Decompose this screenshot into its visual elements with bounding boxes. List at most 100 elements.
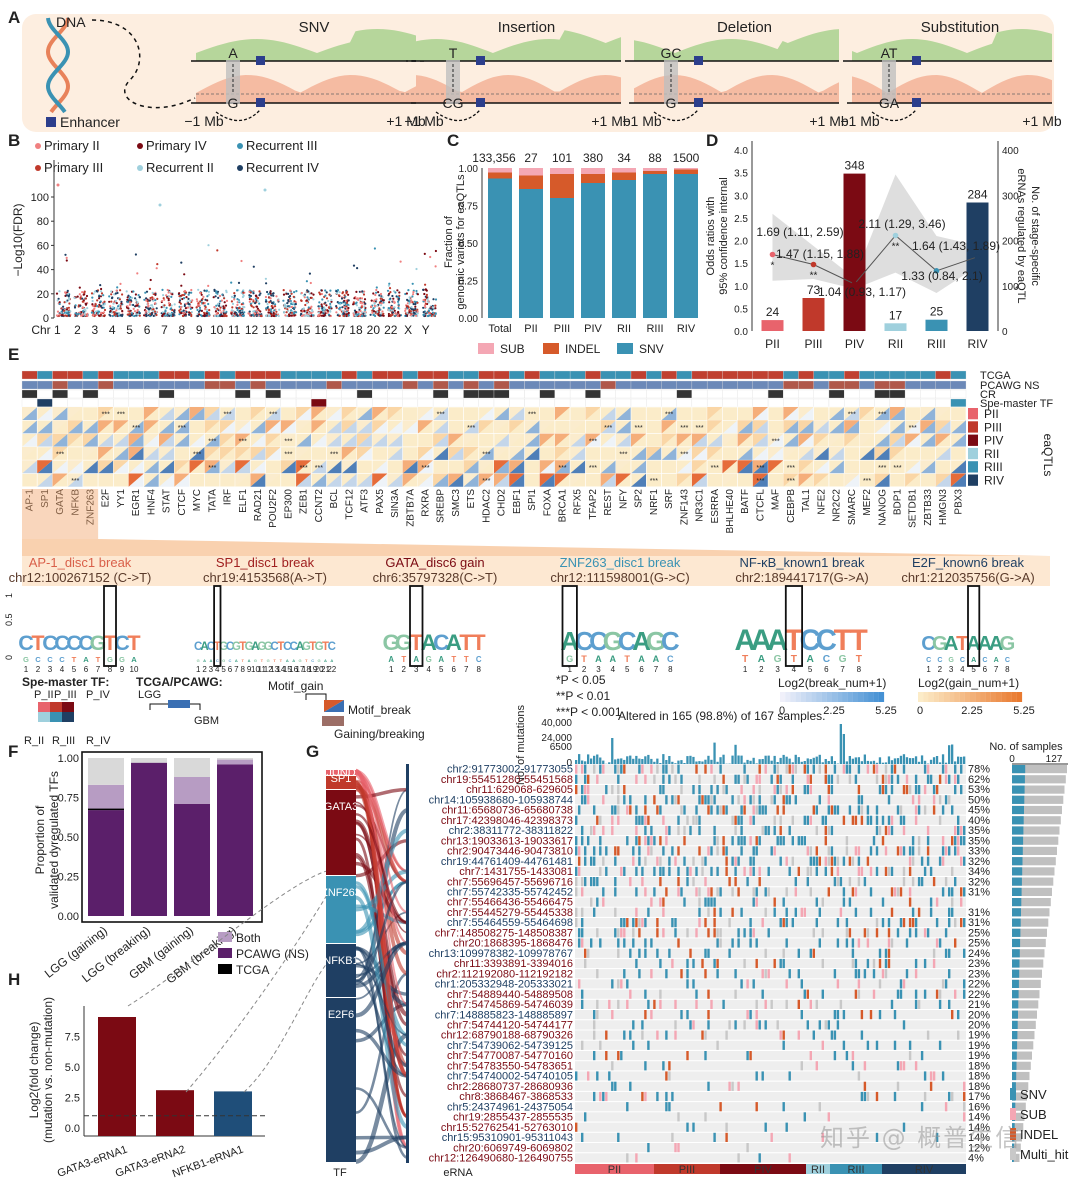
manhattan-point [163,298,166,301]
manhattan-point [268,301,271,304]
manhattan-point [153,310,157,313]
g-oncoprint-cell [809,846,812,856]
variant-signal-area [196,75,416,103]
g-oncoprint-cell [944,764,948,774]
e-break-triangle [372,407,388,421]
d-count-label: 25 [930,305,944,319]
g-oncoprint-cell [938,795,942,805]
e-annotation-cell [783,380,799,390]
manhattan-point [170,314,173,317]
manhattan-point [66,289,69,292]
e-logo-letter: A [251,641,259,653]
manhattan-point [255,295,258,298]
g-oncoprint-cell [692,979,695,989]
distance-left: −1 Mb [404,113,444,129]
manhattan-point [302,294,305,297]
e-annotation-cell [935,398,951,408]
e-gain-triangle [219,407,236,421]
g-nmut-bar [960,756,963,764]
g-oncoprint-cell [707,1010,710,1020]
e-gain-triangle [204,407,220,421]
e-annotation-cell [417,380,434,390]
g-oncoprint-cell [914,969,918,979]
e-annotation-cell [950,370,967,380]
g-oncoprint-cell [740,815,743,825]
manhattan-point [396,289,399,292]
g-oncoprint-cell [923,785,927,795]
e-gain-triangle [539,460,555,474]
e-gain-triangle [631,446,647,461]
manhattan-point [318,301,321,304]
b-chr-label: 17 [332,323,346,337]
manhattan-point [321,309,324,312]
g-oncoprint-cell [617,979,620,989]
g-oncoprint-cell [948,1091,951,1102]
d-y-label-2: 95% confidence internal [718,177,730,294]
g-oncoprint-cell [575,764,578,774]
e-logo-letter: T [309,641,316,653]
g-tf-block [326,790,356,875]
e-break-triangle [296,446,312,461]
e-break-triangle [219,446,236,461]
e-break-triangle [874,420,890,434]
d-odds-label: 1.47 (1.15, 1.88) [776,247,864,261]
c-top-label: 133,356 [472,151,516,165]
manhattan-point [293,311,296,314]
g-oncoprint-cell [755,999,758,1009]
d-odds-line [772,234,978,285]
e-break-gradient-step [975,692,981,702]
g-oncoprint-cell [758,805,761,815]
g-oncoprint-cell [935,938,939,948]
manhattan-point [189,307,192,310]
manhattan-point [241,311,244,314]
manhattan-point [98,295,101,298]
g-nmut-bar [674,763,677,764]
manhattan-point [344,310,347,313]
g-oncoprint-cell [932,1071,936,1081]
manhattan-point [67,306,70,309]
manhattan-point [155,313,158,317]
e-break-triangle [463,446,479,461]
g-oncoprint-cell [611,825,614,836]
f-bar [88,758,124,785]
manhattan-point [103,303,106,306]
g-oncoprint-cell [638,815,641,825]
e-annotation-cell [356,370,373,380]
manhattan-point [224,304,228,307]
g-nmut-bar [713,742,716,764]
g-oncoprint-cell [833,764,837,774]
e-logo-position: 7 [840,665,845,674]
g-oncoprint-cell [782,795,785,805]
e-logo-letter: A [989,633,1004,655]
g-nmut-bar [608,762,611,764]
g-nsamp-bar-snv [1012,1031,1018,1040]
e-annotation-cell [387,370,403,380]
h-connector [185,889,331,1093]
g-oncoprint-cell [875,774,879,784]
g-oncoprint-cell [716,846,719,856]
e-annotation-cell [402,398,418,408]
manhattan-point [133,310,137,313]
b-legend-label: Primary II [44,138,100,153]
e-heat-cell [645,419,662,434]
g-oncoprint-cell [743,774,746,784]
g-enhancer-label: chr7:54783550-54783651 [447,1060,573,1072]
panel-label-b: B [8,131,21,150]
manhattan-point [129,299,133,302]
g-oncoprint-row [575,969,966,979]
e-break-triangle [37,433,53,447]
g-oncoprint-cell [791,785,794,795]
g-oncoprint-cell [845,918,849,928]
e-gain-triangle [250,420,266,434]
g-oncoprint-cell [659,999,662,1009]
e-logo-letter: A [209,658,212,663]
g-nmut-bar [929,759,933,764]
g-oncoprint-cell [818,938,821,948]
g-oncoprint-row [575,1030,966,1040]
g-oncoprint-cell [773,825,776,836]
e-tf-label: RXRA [420,489,431,517]
e-heat-cell [402,406,419,421]
g-group-label: PII [608,1164,621,1176]
e-heat-cell [661,473,677,488]
g-oncoprint-cell [575,887,578,897]
